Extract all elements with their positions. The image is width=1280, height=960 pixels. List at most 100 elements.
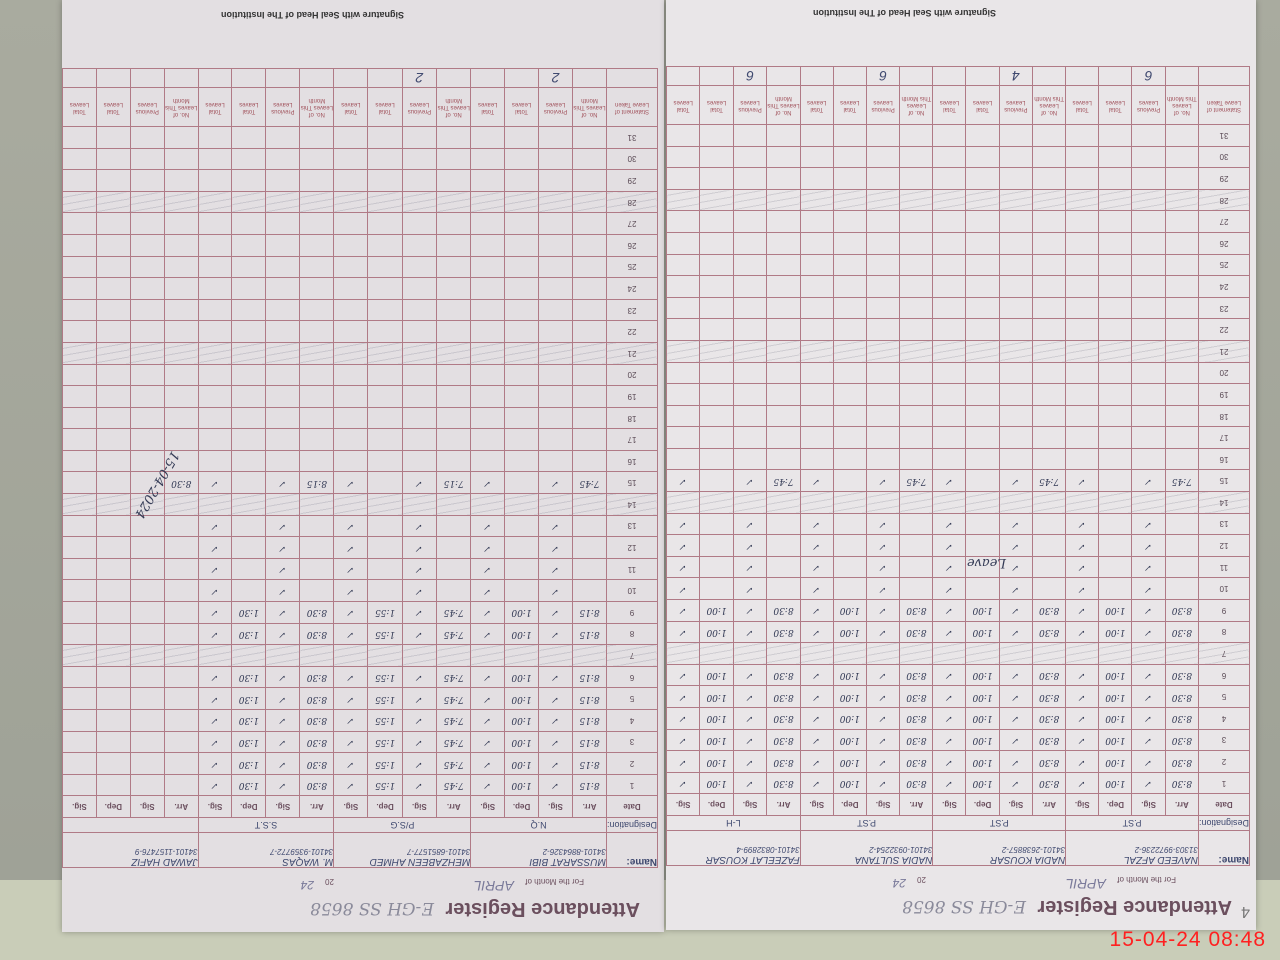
attendance-cell[interactable] bbox=[1165, 534, 1199, 557]
attendance-cell[interactable] bbox=[436, 558, 471, 580]
attendance-cell[interactable] bbox=[966, 124, 1000, 147]
attendance-cell[interactable] bbox=[198, 320, 232, 343]
attendance-cell[interactable] bbox=[130, 407, 165, 429]
leave-value[interactable] bbox=[164, 68, 199, 88]
attendance-cell[interactable] bbox=[699, 426, 734, 449]
attendance-cell[interactable] bbox=[164, 277, 199, 300]
attendance-cell[interactable] bbox=[1165, 426, 1199, 449]
attendance-cell[interactable] bbox=[470, 407, 505, 429]
attendance-cell[interactable] bbox=[966, 426, 1000, 449]
attendance-cell[interactable] bbox=[504, 515, 539, 537]
attendance-cell[interactable] bbox=[833, 254, 867, 276]
attendance-cell[interactable] bbox=[572, 148, 607, 170]
attendance-cell[interactable] bbox=[1098, 340, 1132, 363]
attendance-cell[interactable] bbox=[932, 210, 966, 233]
attendance-cell[interactable] bbox=[62, 450, 97, 472]
attendance-cell[interactable] bbox=[1032, 297, 1066, 319]
attendance-cell[interactable] bbox=[1098, 210, 1132, 233]
attendance-cell[interactable] bbox=[470, 364, 505, 386]
attendance-entry[interactable]: 8:30 bbox=[1032, 599, 1066, 622]
attendance-cell[interactable] bbox=[699, 405, 734, 427]
leave-value[interactable] bbox=[1065, 66, 1099, 86]
attendance-cell[interactable] bbox=[198, 428, 232, 451]
attendance-cell[interactable] bbox=[62, 644, 97, 667]
attendance-cell[interactable] bbox=[1131, 448, 1166, 470]
attendance-entry[interactable]: 8:30 bbox=[1032, 729, 1066, 751]
attendance-cell[interactable] bbox=[1165, 556, 1199, 578]
attendance-cell[interactable] bbox=[164, 709, 199, 732]
attendance-cell[interactable] bbox=[766, 556, 801, 578]
attendance-cell[interactable] bbox=[265, 212, 300, 235]
attendance-cell[interactable] bbox=[1065, 318, 1099, 341]
attendance-cell[interactable] bbox=[800, 491, 834, 514]
attendance-entry[interactable]: 1:30 bbox=[231, 709, 266, 732]
attendance-cell[interactable] bbox=[164, 191, 199, 213]
attendance-cell[interactable]: ✓ bbox=[800, 470, 834, 492]
attendance-cell[interactable] bbox=[899, 383, 933, 406]
attendance-cell[interactable] bbox=[333, 493, 368, 516]
attendance-cell[interactable] bbox=[198, 148, 232, 170]
attendance-cell[interactable]: ✓ bbox=[402, 752, 437, 775]
attendance-cell[interactable] bbox=[164, 126, 199, 149]
attendance-cell[interactable] bbox=[1098, 448, 1132, 470]
attendance-cell[interactable] bbox=[833, 146, 867, 168]
leave-value[interactable] bbox=[1098, 66, 1132, 86]
attendance-cell[interactable] bbox=[1065, 642, 1099, 665]
attendance-cell[interactable] bbox=[62, 752, 97, 775]
attendance-cell[interactable]: ✓ bbox=[800, 513, 834, 535]
attendance-cell[interactable] bbox=[833, 297, 867, 319]
attendance-cell[interactable] bbox=[800, 426, 834, 449]
attendance-cell[interactable] bbox=[402, 385, 437, 408]
attendance-cell[interactable] bbox=[538, 493, 573, 516]
attendance-cell[interactable] bbox=[666, 318, 700, 341]
attendance-cell[interactable] bbox=[1098, 275, 1132, 298]
attendance-cell[interactable]: ✓ bbox=[538, 515, 573, 537]
attendance-cell[interactable] bbox=[130, 234, 165, 257]
attendance-cell[interactable] bbox=[866, 167, 900, 190]
attendance-cell[interactable] bbox=[470, 126, 505, 149]
attendance-cell[interactable] bbox=[470, 493, 505, 516]
attendance-cell[interactable] bbox=[402, 256, 437, 278]
attendance-entry[interactable]: 1:55 bbox=[367, 731, 403, 753]
attendance-cell[interactable] bbox=[1098, 577, 1132, 600]
attendance-cell[interactable] bbox=[733, 318, 767, 341]
attendance-cell[interactable] bbox=[130, 731, 165, 753]
attendance-entry[interactable]: 8:30 bbox=[1032, 750, 1066, 773]
leave-value[interactable] bbox=[470, 68, 505, 88]
attendance-cell[interactable] bbox=[62, 385, 97, 408]
attendance-cell[interactable] bbox=[966, 470, 1000, 492]
attendance-cell[interactable] bbox=[1165, 210, 1199, 233]
attendance-cell[interactable] bbox=[966, 297, 1000, 319]
attendance-cell[interactable] bbox=[231, 234, 266, 257]
attendance-cell[interactable] bbox=[1098, 513, 1132, 535]
attendance-cell[interactable] bbox=[833, 275, 867, 298]
attendance-cell[interactable]: ✓ bbox=[666, 621, 700, 643]
attendance-cell[interactable] bbox=[538, 234, 573, 257]
attendance-entry[interactable]: 1:30 bbox=[231, 601, 266, 624]
attendance-cell[interactable]: ✓ bbox=[932, 664, 966, 686]
attendance-entry[interactable]: 1:00 bbox=[833, 664, 867, 686]
attendance-cell[interactable] bbox=[504, 212, 539, 235]
attendance-entry[interactable]: 8:30 bbox=[766, 707, 801, 730]
attendance-entry[interactable]: 7:45 bbox=[766, 470, 801, 492]
attendance-cell[interactable] bbox=[436, 256, 471, 278]
attendance-cell[interactable] bbox=[1032, 275, 1066, 298]
attendance-cell[interactable] bbox=[966, 232, 1000, 255]
attendance-cell[interactable] bbox=[367, 277, 403, 300]
attendance-entry[interactable]: 8:30 bbox=[1032, 707, 1066, 730]
attendance-entry[interactable]: 1:55 bbox=[367, 752, 403, 775]
attendance-cell[interactable] bbox=[766, 275, 801, 298]
attendance-entry[interactable]: 8:30 bbox=[899, 621, 933, 643]
attendance-cell[interactable]: ✓ bbox=[1065, 556, 1099, 578]
attendance-cell[interactable] bbox=[96, 752, 131, 775]
attendance-cell[interactable]: ✓ bbox=[666, 685, 700, 708]
attendance-cell[interactable] bbox=[899, 340, 933, 363]
attendance-cell[interactable] bbox=[1165, 297, 1199, 319]
attendance-cell[interactable] bbox=[966, 405, 1000, 427]
attendance-cell[interactable] bbox=[899, 556, 933, 578]
attendance-cell[interactable] bbox=[833, 513, 867, 535]
attendance-cell[interactable] bbox=[333, 428, 368, 451]
attendance-entry[interactable]: 1:00 bbox=[1098, 750, 1132, 773]
attendance-cell[interactable]: ✓ bbox=[866, 534, 900, 557]
attendance-cell[interactable] bbox=[766, 232, 801, 255]
